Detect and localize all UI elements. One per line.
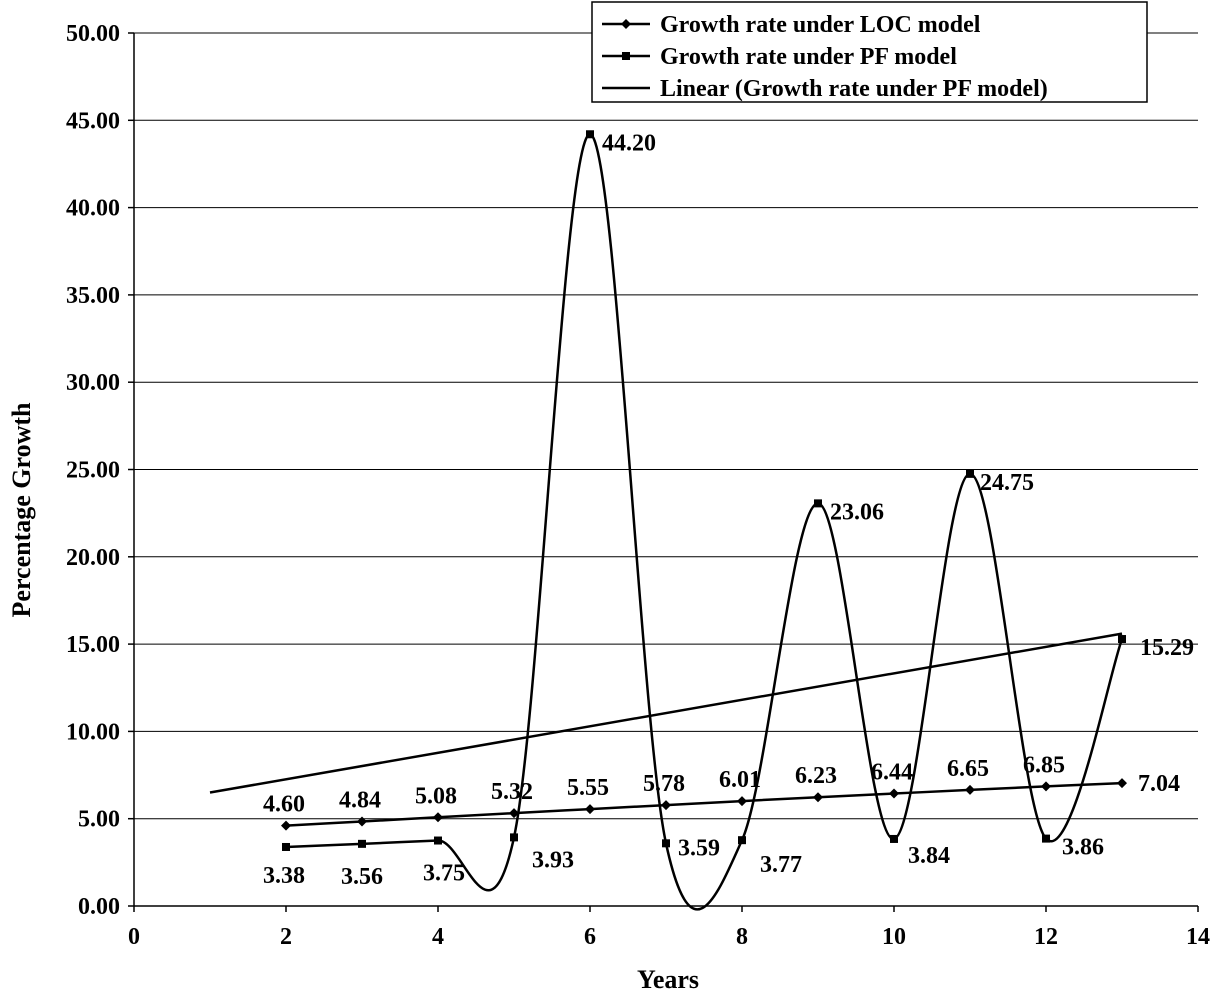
point-loc (661, 800, 671, 811)
point-pf (586, 130, 594, 139)
x-tick-label: 8 (736, 924, 748, 950)
data-label-pf: 3.75 (423, 861, 465, 887)
data-label-loc: 4.84 (339, 787, 381, 813)
legend-box (591, 1, 1148, 103)
y-tick-label: 0.00 (78, 894, 120, 920)
point-pf (434, 836, 442, 845)
point-loc (357, 816, 367, 827)
data-label-loc: 6.65 (947, 756, 989, 782)
series-lines (209, 133, 1124, 911)
data-label-pf: 3.38 (263, 863, 305, 889)
point-pf (358, 839, 366, 848)
x-tick-label: 14 (1186, 924, 1210, 950)
legend-label-pf: Growth rate under PF model (660, 44, 957, 70)
data-label-pf: 3.59 (678, 835, 720, 861)
x-tick-label: 10 (882, 924, 906, 950)
data-label-loc: 7.04 (1138, 771, 1180, 797)
axes: 0.005.0010.0015.0020.0025.0030.0035.0040… (66, 21, 1210, 950)
x-tick-label: 0 (128, 924, 140, 950)
point-loc (585, 804, 595, 815)
series-line-pf-trend (209, 632, 1123, 794)
point-pf (282, 842, 290, 851)
data-label-loc: 5.08 (415, 783, 457, 809)
data-label-pf: 3.86 (1062, 835, 1104, 861)
data-label-pf: 3.84 (908, 843, 950, 869)
y-axis-title: Percentage Growth (7, 402, 36, 617)
point-pf (1042, 834, 1050, 843)
x-tick-label: 2 (280, 924, 292, 950)
data-label-loc: 6.01 (719, 767, 761, 793)
data-label-pf: 3.56 (341, 864, 383, 890)
data-label-loc: 6.85 (1023, 752, 1065, 778)
point-loc (737, 796, 747, 807)
point-loc (889, 788, 899, 799)
point-pf (738, 836, 746, 845)
point-pf (510, 833, 518, 842)
y-tick-label: 10.00 (66, 719, 120, 745)
data-label-loc: 5.32 (491, 779, 533, 805)
series-line-pf (285, 133, 1124, 911)
point-loc (813, 792, 823, 803)
data-label-loc: 5.55 (567, 775, 609, 801)
x-tick-label: 4 (432, 924, 444, 950)
point-pf (1118, 635, 1126, 644)
y-tick-label: 45.00 (66, 108, 120, 134)
data-label-pf: 3.93 (532, 847, 574, 873)
legend-marker-loc (621, 19, 631, 29)
gridlines (134, 32, 1198, 820)
legend-marker-pf (622, 52, 630, 60)
x-axis-title: Years (637, 965, 699, 994)
data-label-pf: 23.06 (830, 499, 884, 525)
y-tick-label: 20.00 (66, 545, 120, 571)
data-label-pf: 3.77 (760, 852, 802, 878)
x-tick-label: 6 (584, 924, 596, 950)
legend-label-pf-trend: Linear (Growth rate under PF model) (660, 76, 1048, 102)
point-pf (966, 469, 974, 478)
point-pf (890, 834, 898, 843)
data-label-loc: 5.78 (643, 771, 685, 797)
point-loc (1117, 778, 1127, 789)
point-loc (509, 808, 519, 819)
y-tick-label: 40.00 (66, 196, 120, 222)
point-pf (814, 499, 822, 508)
y-tick-label: 25.00 (66, 458, 120, 484)
data-label-loc: 6.23 (795, 763, 837, 789)
y-tick-label: 50.00 (66, 21, 120, 47)
data-label-pf: 15.29 (1140, 635, 1194, 661)
point-loc (433, 812, 443, 823)
point-loc (1041, 781, 1051, 792)
y-tick-label: 5.00 (78, 807, 120, 833)
point-pf (662, 839, 670, 848)
legend: Growth rate under LOC model Growth rate u… (591, 1, 1148, 103)
data-markers (281, 130, 1127, 851)
point-loc (965, 784, 975, 795)
series-line-loc (285, 781, 1123, 827)
x-tick-label: 12 (1034, 924, 1058, 950)
data-label-pf: 24.75 (980, 470, 1034, 496)
y-tick-label: 15.00 (66, 632, 120, 658)
y-tick-label: 35.00 (66, 283, 120, 309)
data-label-pf: 44.20 (602, 130, 656, 156)
point-loc (281, 820, 291, 831)
data-labels: 4.60 4.84 5.08 5.32 5.55 5.78 6.01 6.23 6.44 6.65… (263, 130, 1194, 890)
y-tick-label: 30.00 (66, 370, 120, 396)
data-label-loc: 6.44 (871, 760, 913, 786)
legend-label-loc: Growth rate under LOC model (660, 12, 981, 38)
data-label-loc: 4.60 (263, 792, 305, 818)
